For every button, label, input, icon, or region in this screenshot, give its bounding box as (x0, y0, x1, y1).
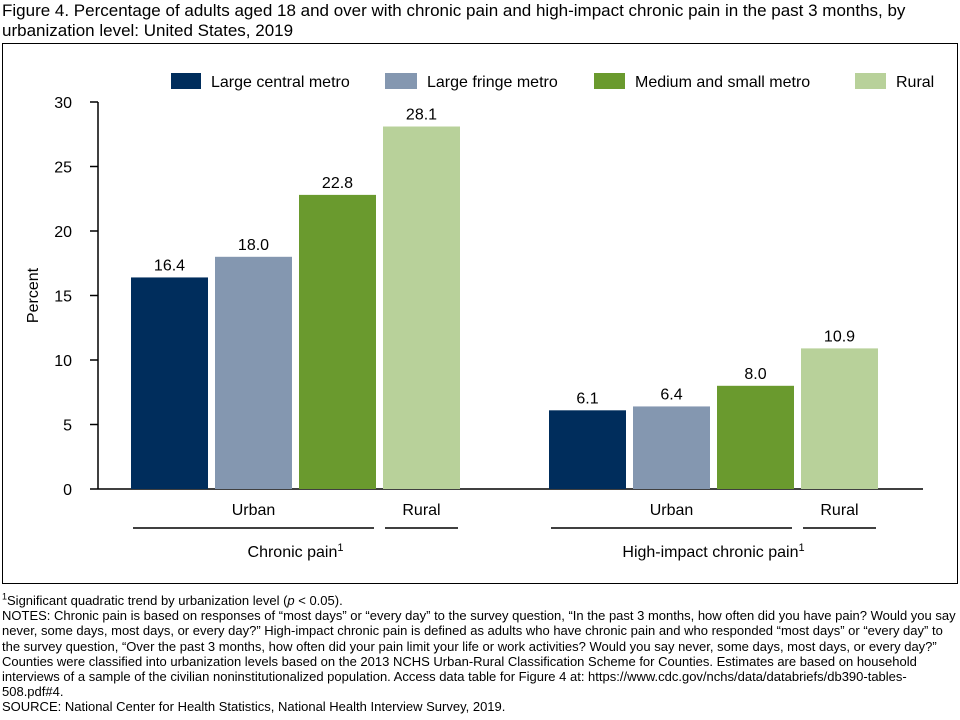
source-text: SOURCE: National Center for Health Stati… (2, 699, 506, 715)
legend-label: Large fringe metro (427, 74, 558, 91)
chart-frame: 0 5 10 15 20 25 30 Percent Large central metro La… (2, 43, 958, 584)
chart-title: Figure 4. Percentage of adults aged 18 a… (2, 1, 906, 40)
group-label-text: Chronic pain (248, 544, 338, 561)
bar (299, 194, 376, 489)
group-label: High-impact chronic pain1 (622, 542, 804, 561)
y-tick-label: 15 (54, 289, 72, 306)
group-label-text: High-impact chronic pain (622, 544, 798, 561)
subgroup-label-urban: Urban (232, 502, 276, 519)
y-tick-label: 30 (54, 95, 72, 112)
subgroup-label-rural: Rural (820, 502, 858, 519)
group-label-footnote-mark: 1 (337, 542, 343, 554)
footnote-mark: 1 (2, 591, 8, 602)
bar (633, 406, 710, 489)
legend-label: Rural (896, 74, 934, 91)
bar-chart: 0 5 10 15 20 25 30 Percent Large central metro La… (25, 73, 934, 561)
footnote-text-pre: Significant quadratic trend by urbanizat… (7, 593, 288, 608)
bar (717, 385, 794, 489)
footnote-text-post: < 0.05). (294, 593, 343, 608)
bar (801, 348, 878, 489)
footnote: 1Significant quadratic trend by urbaniza… (2, 591, 958, 608)
legend-swatch (594, 73, 625, 89)
bar-value-label: 8.0 (744, 366, 766, 383)
legend-swatch (171, 73, 201, 89)
legend-label: Medium and small metro (635, 74, 810, 91)
footnote-p: p (287, 593, 295, 608)
bar-value-label: 10.9 (824, 328, 855, 345)
bar-value-label: 16.4 (154, 257, 185, 274)
y-tick-label: 20 (54, 224, 72, 241)
bar (131, 277, 208, 489)
bar (383, 126, 460, 489)
bar (549, 410, 626, 489)
legend-label: Large central metro (211, 74, 350, 91)
bar-value-label: 28.1 (406, 107, 437, 124)
y-tick-label: 10 (54, 353, 72, 370)
notes-section: 1Significant quadratic trend by urbaniza… (2, 591, 958, 715)
bar-value-label: 6.4 (660, 386, 682, 403)
group-label-footnote-mark: 1 (798, 542, 804, 554)
y-axis-label: Percent (25, 267, 42, 323)
y-tick-label: 0 (63, 482, 72, 499)
subgroup-label-urban: Urban (650, 502, 694, 519)
bar-value-label: 6.1 (576, 390, 598, 407)
legend-swatch (855, 73, 886, 89)
bar-value-label: 22.8 (322, 175, 353, 192)
legend-swatch (385, 73, 417, 89)
bar-value-label: 18.0 (238, 237, 269, 254)
bar (215, 256, 292, 489)
notes-text: NOTES: Chronic pain is based on response… (2, 608, 956, 700)
group-label: Chronic pain1 (248, 542, 344, 561)
y-tick-label: 5 (63, 418, 72, 435)
y-tick-label: 25 (54, 160, 72, 177)
subgroup-label-rural: Rural (402, 502, 440, 519)
